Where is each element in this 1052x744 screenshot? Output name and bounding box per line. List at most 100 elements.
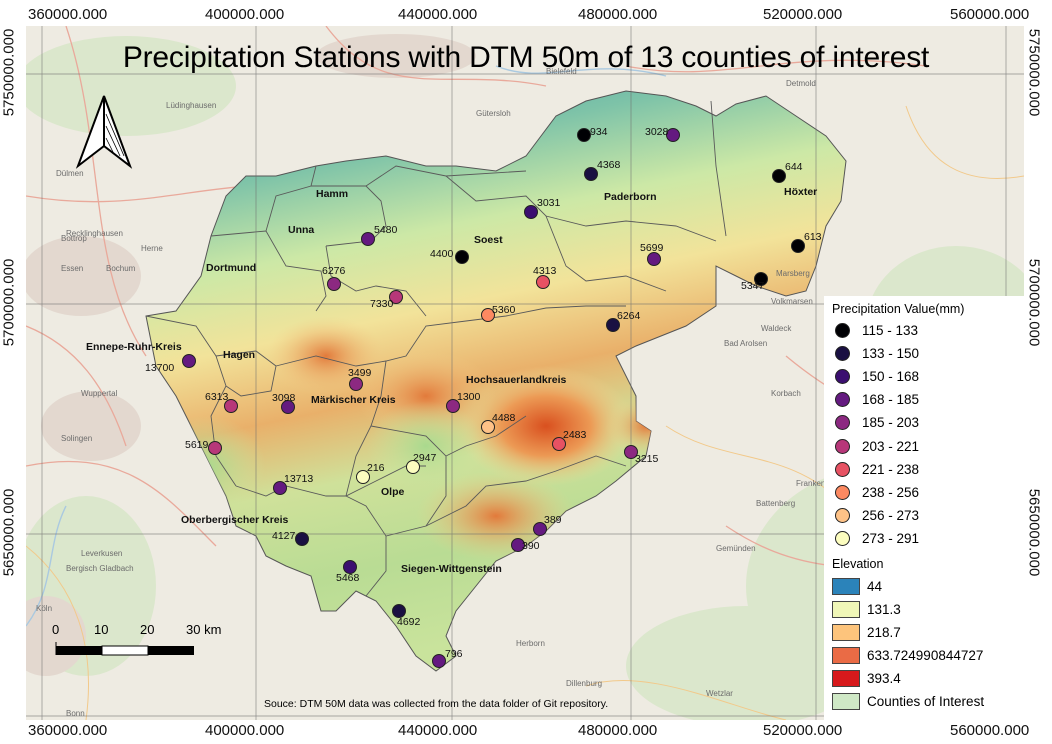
station-marker[interactable] bbox=[584, 167, 598, 181]
station-marker[interactable] bbox=[295, 532, 309, 546]
station-marker[interactable] bbox=[455, 250, 469, 264]
station-marker[interactable] bbox=[533, 522, 547, 536]
station-marker[interactable] bbox=[536, 275, 550, 289]
station-label: 644 bbox=[785, 161, 803, 173]
station-marker[interactable] bbox=[208, 441, 222, 455]
x-coord-bottom-2: 400000.000 bbox=[205, 722, 285, 739]
legend-precip-row: 203 - 221 bbox=[832, 435, 919, 457]
legend-elevation-label: 44 bbox=[867, 578, 883, 594]
station-marker[interactable] bbox=[446, 399, 460, 413]
station-label: 5468 bbox=[336, 572, 360, 584]
station-label: 4488 bbox=[492, 412, 516, 424]
county-label: Höxter bbox=[784, 186, 817, 198]
station-marker[interactable] bbox=[772, 169, 786, 183]
station-marker[interactable] bbox=[356, 470, 370, 484]
county-label: Hochsauerlandkreis bbox=[466, 374, 567, 386]
legend-elevation-swatch bbox=[832, 646, 860, 664]
basemap-place-label: Leverkusen bbox=[81, 549, 122, 558]
station-marker[interactable] bbox=[224, 399, 238, 413]
basemap-place-label: Korbach bbox=[771, 389, 801, 398]
station-marker[interactable] bbox=[481, 308, 495, 322]
basemap-place-label: Herborn bbox=[516, 639, 545, 648]
legend-precip-symbol bbox=[835, 345, 850, 361]
legend-elevation-swatch bbox=[832, 669, 860, 687]
legend-precip-symbol bbox=[835, 508, 850, 524]
legend-elevation-swatch bbox=[832, 577, 860, 595]
station-label: 796 bbox=[445, 648, 463, 660]
legend-precip-heading: Precipitation Value(mm) bbox=[832, 302, 965, 316]
north-arrow-icon bbox=[75, 95, 133, 169]
y-coord-right-3: 5650000.000 bbox=[1025, 488, 1043, 577]
legend-precip-row: 115 - 133 bbox=[832, 319, 918, 341]
station-label: 934 bbox=[590, 126, 608, 138]
basemap-place-label: Battenberg bbox=[756, 499, 795, 508]
station-marker[interactable] bbox=[511, 538, 525, 552]
station-marker[interactable] bbox=[343, 560, 357, 574]
x-coord-bottom-6: 560000.000 bbox=[950, 722, 1030, 739]
station-marker[interactable] bbox=[481, 420, 495, 434]
y-coord-right-2: 5700000.000 bbox=[1025, 258, 1043, 347]
station-label: 216 bbox=[367, 462, 385, 474]
legend-elevation-swatch bbox=[832, 623, 860, 641]
station-marker[interactable] bbox=[577, 128, 591, 142]
station-marker[interactable] bbox=[624, 445, 638, 459]
legend-elevation-label: 218.7 bbox=[867, 624, 901, 640]
station-marker[interactable] bbox=[406, 460, 420, 474]
station-label: 4313 bbox=[533, 265, 557, 277]
basemap-place-label: Bielefeld bbox=[546, 67, 577, 76]
basemap-place-label: Marsberg bbox=[776, 269, 810, 278]
station-marker[interactable] bbox=[361, 232, 375, 246]
station-marker[interactable] bbox=[647, 252, 661, 266]
station-marker[interactable] bbox=[552, 437, 566, 451]
basemap-place-label: Gütersloh bbox=[476, 109, 511, 118]
county-labels: Hamm Unna Soest Paderborn Höxter Dortmund Enne… bbox=[86, 186, 817, 575]
legend-counties-row: Counties of Interest bbox=[832, 690, 984, 712]
station-marker[interactable] bbox=[666, 128, 680, 142]
station-marker[interactable] bbox=[432, 654, 446, 668]
x-coord-top-5: 520000.000 bbox=[763, 6, 843, 23]
station-label: 4127 bbox=[272, 530, 296, 542]
legend-elevation-row: 393.4 bbox=[832, 667, 901, 689]
station-marker[interactable] bbox=[392, 604, 406, 618]
legend-precip-row: 168 - 185 bbox=[832, 389, 919, 411]
county-label: Hagen bbox=[223, 349, 255, 361]
station-marker[interactable] bbox=[182, 354, 196, 368]
legend-precip-label: 221 - 238 bbox=[862, 461, 920, 477]
station-marker[interactable] bbox=[524, 205, 538, 219]
station-label: 3031 bbox=[537, 197, 561, 209]
legend-elevation-row: 633.724990844727 bbox=[832, 644, 983, 666]
county-label: Unna bbox=[288, 224, 314, 236]
station-marker[interactable] bbox=[281, 400, 295, 414]
station-label: 5360 bbox=[492, 304, 516, 316]
county-label: Siegen-Wittgenstein bbox=[401, 563, 502, 575]
x-coord-top-2: 400000.000 bbox=[205, 6, 285, 23]
x-coord-top-4: 480000.000 bbox=[578, 6, 658, 23]
legend-precip-row: 185 - 203 bbox=[832, 412, 919, 434]
x-coord-top-6: 560000.000 bbox=[950, 6, 1030, 23]
station-label: 4368 bbox=[597, 159, 621, 171]
station-label: 3098 bbox=[272, 392, 296, 404]
county-label: Märkischer Kreis bbox=[311, 394, 396, 406]
station-marker[interactable] bbox=[327, 277, 341, 291]
basemap-place-label: Recklinghausen bbox=[66, 229, 123, 238]
basemap-place-label: Essen bbox=[61, 264, 83, 273]
station-marker[interactable] bbox=[606, 318, 620, 332]
station-marker[interactable] bbox=[349, 377, 363, 391]
scale-label-10: 10 bbox=[94, 622, 109, 637]
basemap-place-label: Bonn bbox=[66, 709, 85, 718]
station-label: 1300 bbox=[457, 391, 481, 403]
station-label: 5699 bbox=[640, 242, 664, 254]
station-label: 6313 bbox=[205, 391, 229, 403]
legend-precip-label: 273 - 291 bbox=[862, 531, 920, 547]
legend-precip-label: 115 - 133 bbox=[862, 322, 919, 338]
x-coord-bottom-4: 480000.000 bbox=[578, 722, 658, 739]
x-coord-bottom-5: 520000.000 bbox=[763, 722, 843, 739]
station-marker[interactable] bbox=[389, 290, 403, 304]
station-marker[interactable] bbox=[791, 239, 805, 253]
station-marker[interactable] bbox=[754, 272, 768, 286]
county-label: Paderborn bbox=[604, 191, 657, 203]
station-marker[interactable] bbox=[273, 481, 287, 495]
basemap-place-label: Lüdinghausen bbox=[166, 101, 216, 110]
legend-elevation-row: 44 bbox=[832, 575, 882, 597]
station-label: 4692 bbox=[397, 616, 421, 628]
